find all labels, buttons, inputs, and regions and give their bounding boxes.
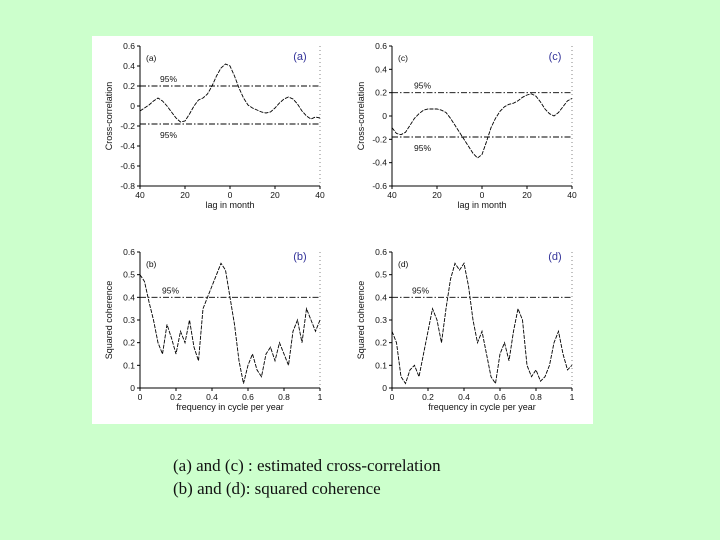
threshold-label: 95% <box>412 285 429 295</box>
x-tick-label: 20 <box>270 190 280 200</box>
caption-line-2: (b) and (d): squared coherence <box>173 479 381 498</box>
y-axis-label: Squared coherence <box>104 281 114 360</box>
x-tick-label: 0.8 <box>530 392 542 402</box>
x-tick-label: 0.4 <box>206 392 218 402</box>
y-tick-label: -0.6 <box>372 181 387 191</box>
y-tick-label: -0.4 <box>372 158 387 168</box>
x-tick-label: 0.4 <box>458 392 470 402</box>
x-tick-label: 40 <box>567 190 577 200</box>
y-tick-label: 0.4 <box>375 292 387 302</box>
threshold-label: 95% <box>414 81 431 91</box>
y-tick-label: -0.2 <box>372 134 387 144</box>
panel-b: 0.6 0.5 0.4 0.3 0.2 0.1 00 0.2 0.4 0.6 0.8 1 frequen… <box>104 247 323 412</box>
y-tick-label: 0 <box>130 383 135 393</box>
y-axis-label: Cross-correlation <box>104 82 114 151</box>
x-tick-label: 40 <box>387 190 397 200</box>
x-tick-label: 20 <box>432 190 442 200</box>
x-axis-label: lag in month <box>205 200 254 210</box>
series-line <box>391 262 573 385</box>
series-line <box>139 63 321 123</box>
y-tick-label: 0 <box>382 383 387 393</box>
x-tick-label: 0 <box>138 392 143 402</box>
y-axis-label: Squared coherence <box>356 281 366 360</box>
x-tick-label: 0.6 <box>242 392 254 402</box>
y-tick-label: 0.6 <box>375 247 387 257</box>
x-tick-label: 0.8 <box>278 392 290 402</box>
panel-label: (d) <box>548 251 561 263</box>
series-line <box>391 93 573 159</box>
panel-label: (a) <box>293 51 306 63</box>
panel-inner-label: (d) <box>398 259 409 269</box>
panel-label: (b) <box>293 251 306 263</box>
x-tick-label: 0 <box>228 190 233 200</box>
caption-line-1: (a) and (c) : estimated cross-correlatio… <box>173 456 441 475</box>
x-tick-label: 1 <box>318 392 323 402</box>
y-tick-label: 0.4 <box>123 61 135 71</box>
threshold-label: 95% <box>414 143 431 153</box>
figure-caption: (a) and (c) : estimated cross-correlatio… <box>173 454 441 500</box>
y-axis-label: Cross-correlation <box>356 82 366 151</box>
y-tick-label: -0.4 <box>120 141 135 151</box>
x-tick-label: 0.6 <box>494 392 506 402</box>
x-tick-label: 1 <box>570 392 575 402</box>
y-tick-label: 0.5 <box>123 270 135 280</box>
y-tick-label: 0.6 <box>123 41 135 51</box>
y-tick-label: 0.3 <box>375 315 387 325</box>
x-tick-label: 0 <box>480 190 485 200</box>
threshold-label: 95% <box>162 285 179 295</box>
x-tick-label: 0.2 <box>422 392 434 402</box>
threshold-label: 95% <box>160 74 177 84</box>
y-tick-label: 0.2 <box>123 338 135 348</box>
y-tick-label: 0.3 <box>123 315 135 325</box>
x-tick-label: 0.2 <box>170 392 182 402</box>
y-tick-label: -0.2 <box>120 121 135 131</box>
x-axis-label: frequency in cycle per year <box>176 402 284 412</box>
y-tick-label: -0.8 <box>120 181 135 191</box>
y-tick-label: 0 <box>130 101 135 111</box>
y-tick-label: 0.4 <box>123 292 135 302</box>
y-tick-label: 0.1 <box>375 360 387 370</box>
x-tick-label: 40 <box>135 190 145 200</box>
x-axis-label: lag in month <box>457 200 506 210</box>
x-axis-label: frequency in cycle per year <box>428 402 536 412</box>
panel-d: 0.6 0.5 0.4 0.3 0.2 0.1 00 0.2 0.4 0.6 0.8 1 frequen… <box>356 247 575 412</box>
y-tick-label: -0.6 <box>120 161 135 171</box>
threshold-label: 95% <box>160 130 177 140</box>
y-tick-label: 0.2 <box>375 338 387 348</box>
y-tick-label: 0.2 <box>123 81 135 91</box>
series-line <box>139 262 321 384</box>
figure: 0.6 0.4 0.2 0 -0.2 -0.4 -0.6 -0.8 40 20 0 20 40 lag i… <box>92 36 593 424</box>
x-tick-label: 20 <box>522 190 532 200</box>
panel-inner-label: (b) <box>146 259 157 269</box>
panel-inner-label: (a) <box>146 53 157 63</box>
panel-label: (c) <box>549 51 562 63</box>
x-tick-label: 0 <box>390 392 395 402</box>
y-tick-label: 0.6 <box>375 41 387 51</box>
y-tick-label: 0.6 <box>123 247 135 257</box>
x-tick-label: 20 <box>180 190 190 200</box>
y-tick-label: 0.2 <box>375 88 387 98</box>
y-tick-label: 0 <box>382 111 387 121</box>
x-tick-label: 40 <box>315 190 325 200</box>
y-tick-label: 0.4 <box>375 64 387 74</box>
y-tick-label: 0.5 <box>375 270 387 280</box>
y-tick-label: 0.1 <box>123 360 135 370</box>
panel-inner-label: (c) <box>398 53 408 63</box>
